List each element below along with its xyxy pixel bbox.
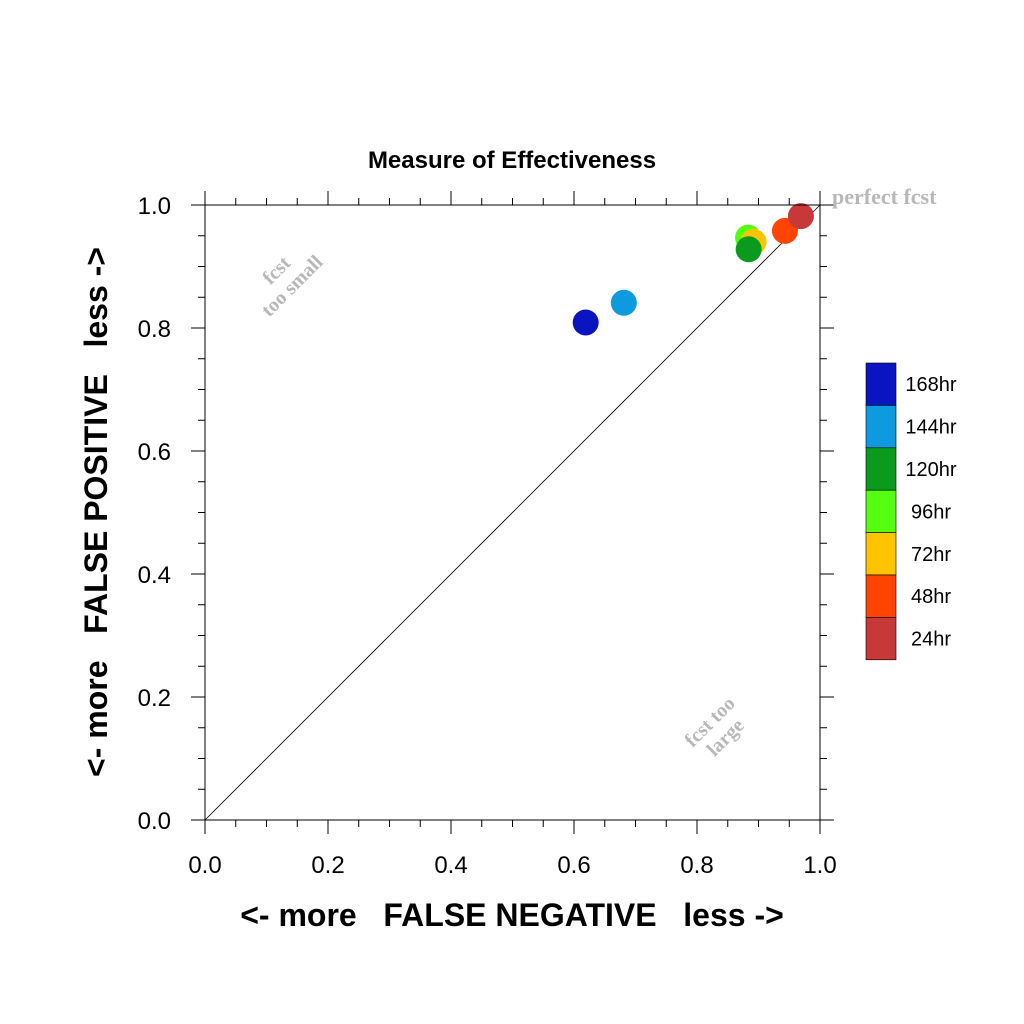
y-tick-label: 0.0	[138, 808, 171, 835]
legend-label-72hr: 72hr	[911, 544, 951, 566]
y-tick-label: 0.2	[138, 685, 171, 712]
y-tick-label: 0.4	[138, 562, 171, 589]
axis-ticks	[191, 191, 834, 834]
too-small-line2: too small	[257, 251, 327, 321]
legend-label-24hr: 24hr	[911, 629, 951, 651]
legend-swatch-24hr	[865, 617, 897, 661]
x-axis-label: <- more FALSE NEGATIVE less ->	[240, 897, 784, 933]
x-tick-label: 0.4	[434, 852, 467, 879]
legend-label-168hr: 168hr	[905, 374, 956, 396]
y-tick-label: 1.0	[138, 193, 171, 220]
y-axis-label: <- more FALSE POSITIVE less ->	[78, 247, 114, 777]
x-tick-label: 0.0	[188, 852, 221, 879]
legend-label-144hr: 144hr	[905, 417, 956, 439]
legend: 168hr 144hr 120hr 96hr 72hr 48hr 24hr	[865, 362, 957, 661]
legend-swatch-96hr	[865, 489, 897, 533]
legend-swatch-120hr	[865, 447, 897, 491]
data-point-24hr	[787, 203, 814, 230]
legend-label-120hr: 120hr	[905, 459, 956, 481]
x-tick-label: 0.8	[680, 852, 713, 879]
legend-label-48hr: 48hr	[911, 586, 951, 608]
too-large-annotation: fcst too large	[681, 693, 749, 761]
x-tick-labels: 0.0 0.2 0.4 0.6 0.8 1.0	[188, 852, 836, 879]
x-tick-label: 1.0	[803, 852, 836, 879]
perfect-forecast-annotation: perfect fcst	[832, 184, 937, 209]
legend-swatch-48hr	[865, 574, 897, 618]
data-point-144hr	[610, 289, 637, 316]
too-small-annotation: fcst too small	[257, 251, 327, 321]
legend-swatch-72hr	[865, 532, 897, 576]
y-tick-labels: 0.0 0.2 0.4 0.6 0.8 1.0	[138, 193, 171, 835]
legend-swatch-168hr	[865, 362, 897, 406]
plot-area	[191, 191, 834, 834]
legend-label-96hr: 96hr	[911, 501, 951, 523]
plot-frame	[204, 204, 821, 821]
diagonal-reference-line	[204, 204, 821, 821]
data-point-120hr	[735, 236, 762, 263]
y-tick-label: 0.6	[138, 439, 171, 466]
data-point-168hr	[572, 309, 599, 336]
x-tick-label: 0.6	[557, 852, 590, 879]
x-tick-label: 0.2	[311, 852, 344, 879]
y-tick-label: 0.8	[138, 316, 171, 343]
data-points	[572, 203, 814, 336]
legend-swatch-144hr	[865, 405, 897, 449]
chart-title: Measure of Effectiveness	[368, 147, 656, 174]
